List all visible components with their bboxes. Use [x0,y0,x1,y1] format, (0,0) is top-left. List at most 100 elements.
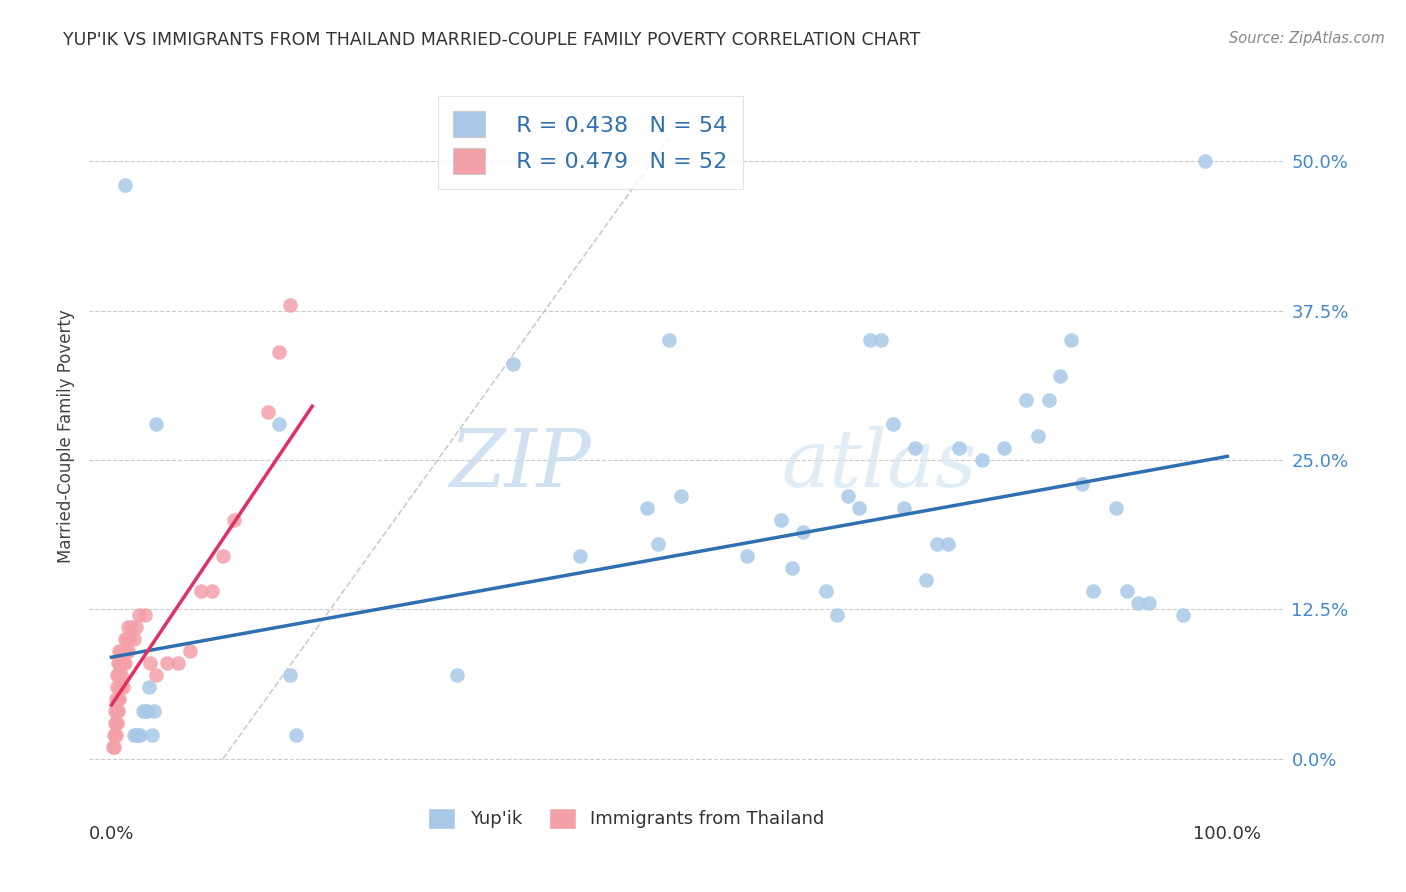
Point [647,536,669,550]
Point [167,657,190,671]
Point [128,608,150,623]
Point [1038,393,1060,408]
Point [267,345,290,359]
Point [108,692,131,706]
Point [121,620,143,634]
Point [1060,334,1083,348]
Point [101,739,124,754]
Point [1105,500,1128,515]
Point [948,441,970,455]
Point [105,668,128,682]
Point [179,644,201,658]
Legend: Yup'ik, Immigrants from Thailand: Yup'ik, Immigrants from Thailand [420,801,832,836]
Point [1115,584,1137,599]
Point [125,728,148,742]
Point [105,704,128,718]
Point [870,334,893,348]
Point [1015,393,1038,408]
Point [138,680,160,694]
Point [1071,476,1094,491]
Point [970,453,993,467]
Y-axis label: Married-Couple Family Poverty: Married-Couple Family Poverty [58,310,75,563]
Point [107,657,129,671]
Point [669,489,692,503]
Point [1137,596,1160,610]
Text: ZIP: ZIP [449,426,591,503]
Point [569,549,592,563]
Point [446,668,468,682]
Point [814,584,837,599]
Point [636,500,658,515]
Point [859,334,882,348]
Text: YUP'IK VS IMMIGRANTS FROM THAILAND MARRIED-COUPLE FAMILY POVERTY CORRELATION CHA: YUP'IK VS IMMIGRANTS FROM THAILAND MARRI… [63,31,921,49]
Point [104,716,127,731]
Text: 0.0%: 0.0% [89,824,134,843]
Point [825,608,848,623]
Text: atlas: atlas [782,426,977,503]
Point [142,704,165,718]
Point [882,417,904,431]
Point [117,644,139,658]
Point [837,489,859,503]
Point [108,680,131,694]
Point [927,536,949,550]
Point [104,692,127,706]
Point [156,657,179,671]
Point [125,620,148,634]
Point [1126,596,1149,610]
Point [104,716,127,731]
Point [792,524,814,539]
Point [201,584,224,599]
Point [267,417,290,431]
Point [112,644,135,658]
Point [284,728,307,742]
Point [107,704,129,718]
Point [122,728,145,742]
Point [1083,584,1105,599]
Point [915,573,938,587]
Point [1026,429,1049,443]
Point [105,716,128,731]
Point [114,178,136,192]
Text: Source: ZipAtlas.com: Source: ZipAtlas.com [1229,31,1385,46]
Point [110,680,132,694]
Point [107,692,129,706]
Point [117,620,139,634]
Point [139,657,162,671]
Point [145,668,167,682]
Point [1194,154,1216,169]
Point [1049,369,1071,384]
Point [256,405,278,419]
Point [129,728,152,742]
Point [224,513,246,527]
Point [993,441,1015,455]
Point [278,668,301,682]
Point [110,644,132,658]
Point [904,441,927,455]
Point [502,357,524,371]
Point [103,739,125,754]
Point [104,728,127,742]
Point [110,668,132,682]
Point [103,728,125,742]
Point [134,704,156,718]
Point [145,417,167,431]
Point [136,704,159,718]
Point [131,704,153,718]
Point [769,513,792,527]
Point [893,500,915,515]
Point [127,728,149,742]
Point [108,644,131,658]
Point [118,632,141,647]
Point [111,680,134,694]
Point [737,549,759,563]
Point [107,668,129,682]
Point [110,657,132,671]
Point [114,657,136,671]
Point [658,334,681,348]
Point [190,584,212,599]
Point [1171,608,1194,623]
Point [104,728,127,742]
Point [134,608,156,623]
Point [108,657,131,671]
